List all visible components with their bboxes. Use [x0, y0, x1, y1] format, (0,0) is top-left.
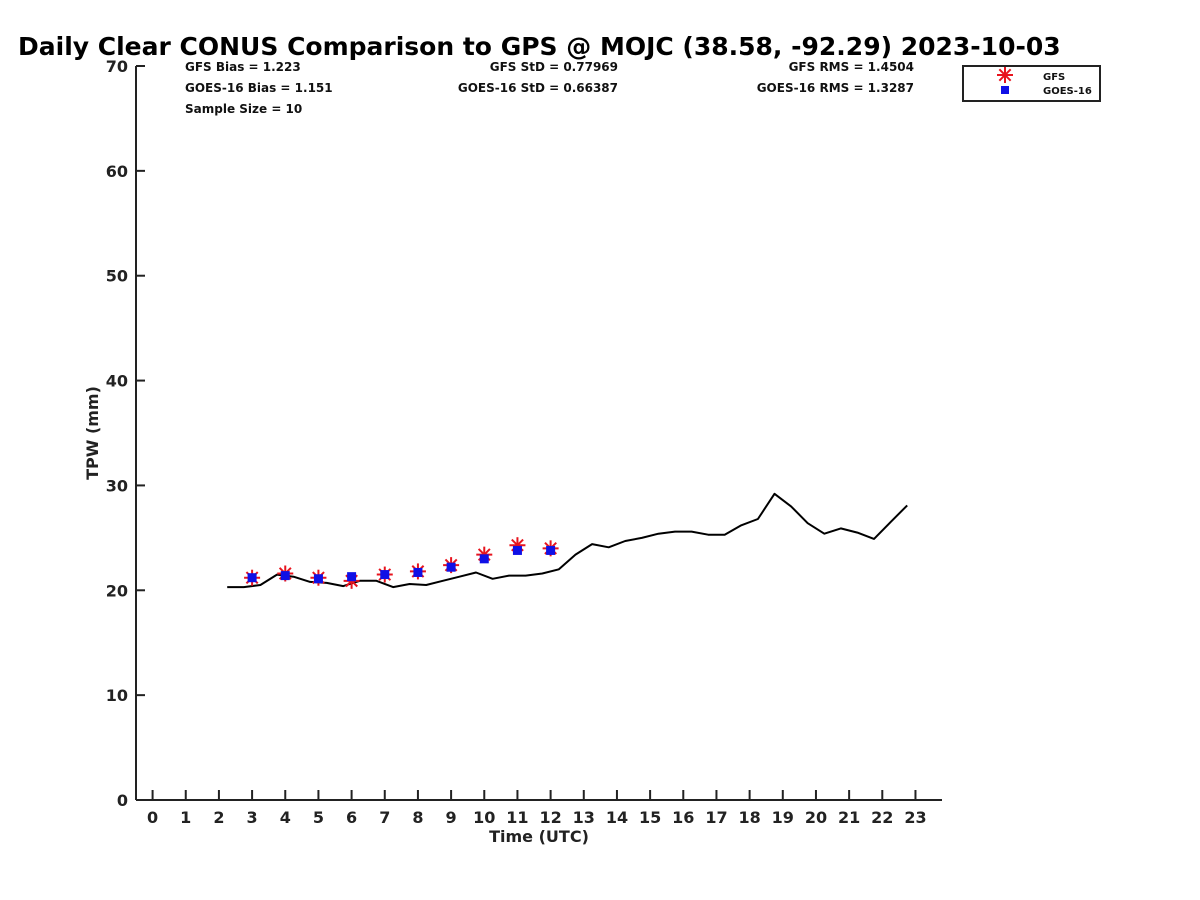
legend-gfs-asterisk-mark	[997, 67, 1013, 83]
gfs-bias-stat: GFS Bias = 1.223	[185, 60, 301, 74]
gps-tpw-line	[227, 492, 908, 589]
series-layer	[227, 492, 908, 589]
x-tick-label: 21	[838, 808, 860, 827]
x-tick-label: 18	[738, 808, 760, 827]
goes16-point	[446, 562, 456, 572]
y-tick-label: 0	[117, 791, 128, 810]
x-tick-label: 4	[280, 808, 291, 827]
goes16-point	[546, 545, 556, 555]
y-tick-label: 60	[106, 162, 128, 181]
goes16-point	[413, 567, 423, 577]
goes-bias-stat: GOES-16 Bias = 1.151	[185, 81, 333, 95]
x-tick-label: 2	[213, 808, 224, 827]
stats-block: GFS Bias = 1.223 GOES-16 Bias = 1.151 Sa…	[185, 60, 914, 116]
x-tick-label: 14	[606, 808, 628, 827]
legend-box	[962, 65, 1101, 102]
x-tick-label: 11	[506, 808, 528, 827]
x-axis-label: Time (UTC)	[489, 827, 589, 846]
x-tick-label: 3	[247, 808, 258, 827]
x-tick-label: 23	[904, 808, 926, 827]
x-tick-label: 17	[705, 808, 727, 827]
x-tick-label: 22	[871, 808, 893, 827]
goes-rms-stat: GOES-16 RMS = 1.3287	[757, 81, 914, 95]
y-tick-label: 30	[106, 476, 128, 495]
gfs-rms-stat: GFS RMS = 1.4504	[789, 60, 914, 74]
y-tick-label: 70	[106, 57, 128, 76]
x-tick-label: 6	[346, 808, 357, 827]
legend: GFS GOES-16	[962, 65, 1101, 102]
legend-gfs-asterisk-icon	[997, 67, 1013, 83]
goes16-point	[313, 574, 323, 584]
x-tick-label: 7	[379, 808, 390, 827]
x-tick-label: 15	[639, 808, 661, 827]
y-tick-label: 40	[106, 372, 128, 391]
x-tick-label: 8	[412, 808, 423, 827]
y-tick-label: 10	[106, 686, 128, 705]
y-tick-label: 20	[106, 581, 128, 600]
chart-title: Daily Clear CONUS Comparison to GPS @ MO…	[18, 32, 1061, 61]
x-tick-label: 5	[313, 808, 324, 827]
legend-goes-label: GOES-16	[1043, 86, 1092, 97]
y-ticks: 0 10 20 30 40 50 60 70	[106, 57, 145, 810]
goes16-point	[247, 573, 257, 583]
goes16-point	[512, 545, 522, 555]
x-tick-label: 13	[573, 808, 595, 827]
goes16-point	[347, 572, 357, 582]
legend-gfs-label: GFS	[1043, 72, 1065, 83]
x-tick-label: 1	[180, 808, 191, 827]
x-tick-label: 16	[672, 808, 694, 827]
goes-std-stat: GOES-16 StD = 0.66387	[458, 81, 618, 95]
sample-size-stat: Sample Size = 10	[185, 102, 302, 116]
x-tick-label: 12	[539, 808, 561, 827]
x-tick-label: 0	[147, 808, 158, 827]
gfs-std-stat: GFS StD = 0.77969	[490, 60, 618, 74]
y-axis-label: TPW (mm)	[83, 386, 102, 480]
y-tick-label: 50	[106, 267, 128, 286]
goes16-point	[479, 554, 489, 564]
goes16-point	[380, 570, 390, 580]
x-tick-label: 19	[772, 808, 794, 827]
x-tick-label: 10	[473, 808, 495, 827]
legend-goes-square-icon	[1001, 86, 1009, 94]
x-tick-label: 20	[805, 808, 827, 827]
goes16-point	[280, 571, 290, 581]
x-tick-label: 9	[446, 808, 457, 827]
x-ticks: 0 1 2 3 4 5 6 7 8 9 10 11 12 13 14 15 16 17 18 19 20 21 22 23	[147, 790, 927, 827]
